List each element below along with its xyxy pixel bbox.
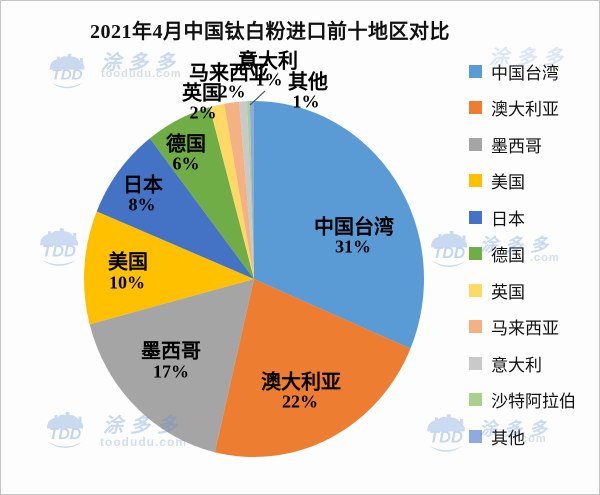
slice-label-percent-5: 8% [128,194,156,215]
legend-item-6: 德国 [469,244,599,265]
legend-swatch-icon [469,283,482,297]
pie-slice-1 [254,101,424,349]
slice-label-name-6: 德国 [166,133,206,156]
legend-label: 意大利 [491,355,542,375]
legend-label: 澳大利亚 [491,100,559,119]
slice-label-percent-4: 10% [109,272,145,293]
legend-swatch-icon [469,429,482,443]
slice-label-percent-3: 17% [153,361,189,382]
legend-swatch-icon [469,137,482,151]
legend-swatch-icon [469,247,482,260]
slice-label-percent-6: 6% [172,153,200,174]
slice-label-name-8: 马来西亚 [189,62,269,85]
legend-label: 马来西亚 [491,319,559,338]
legend-label: 墨西哥 [491,136,542,156]
slice-label-name-11: 其他 [288,71,328,94]
slice-label-name-3: 墨西哥 [141,340,201,363]
slice-label-name-9: 意大利 [238,50,298,73]
legend-swatch-icon [469,64,482,78]
legend: 中国台湾澳大利亚墨西哥美国日本德国英国马来西亚意大利沙特阿拉伯其他 [469,61,599,463]
pie-slice-10 [247,101,254,279]
pie-slice-4 [84,211,255,325]
legend-label: 英国 [491,282,525,302]
legend-label: 德国 [491,246,525,265]
legend-label: 日本 [491,209,525,229]
slice-label-name-4: 美国 [108,251,148,274]
legend-item-9: 意大利 [469,353,599,375]
slice-label-percent-7: 2% [189,102,217,123]
legend-item-7: 英国 [469,280,599,302]
legend-item-1: 中国台湾 [469,61,599,83]
pie-slice-7 [209,103,254,279]
legend-swatch-icon [469,356,482,370]
slice-label-name-1: 中国台湾 [314,216,394,239]
legend-item-8: 马来西亚 [469,317,599,338]
legend-label: 其他 [491,428,525,448]
pie-slice-2 [214,279,411,457]
legend-item-5: 日本 [469,207,599,229]
legend-item-4: 美国 [469,171,599,192]
legend-label: 美国 [491,173,525,192]
legend-swatch-icon [469,320,482,333]
pie-slice-11 [249,101,254,279]
legend-swatch-icon [469,174,482,187]
pie-slice-6 [149,107,254,279]
label-leader-line [249,90,266,106]
legend-swatch-icon [469,393,482,406]
legend-item-11: 其他 [469,426,599,448]
slice-label-percent-8: 2% [218,81,246,102]
slice-label-name-5: 日本 [123,174,163,197]
slice-label-percent-9: 1% [255,69,283,90]
legend-swatch-icon [469,210,482,224]
pie-slice-5 [96,138,255,279]
legend-swatch-icon [469,101,482,114]
slice-label-percent-2: 22% [282,391,318,412]
slice-label-percent-1: 31% [335,236,371,257]
slice-label-name-2: 澳大利亚 [261,371,341,394]
pie-slice-3 [89,279,254,453]
legend-item-3: 墨西哥 [469,134,599,156]
legend-item-2: 澳大利亚 [469,98,599,119]
legend-item-10: 沙特阿拉伯 [469,390,599,411]
legend-label: 中国台湾 [491,63,559,83]
chart-title: 2021年4月中国钛白粉进口前十地区对比 [90,21,450,43]
slice-label-name-7: 英国 [182,82,222,105]
slice-label-percent-11: 1% [292,91,320,112]
legend-label: 沙特阿拉伯 [491,392,576,411]
pie-slice-9 [239,101,254,280]
pie-slice-8 [224,101,254,279]
